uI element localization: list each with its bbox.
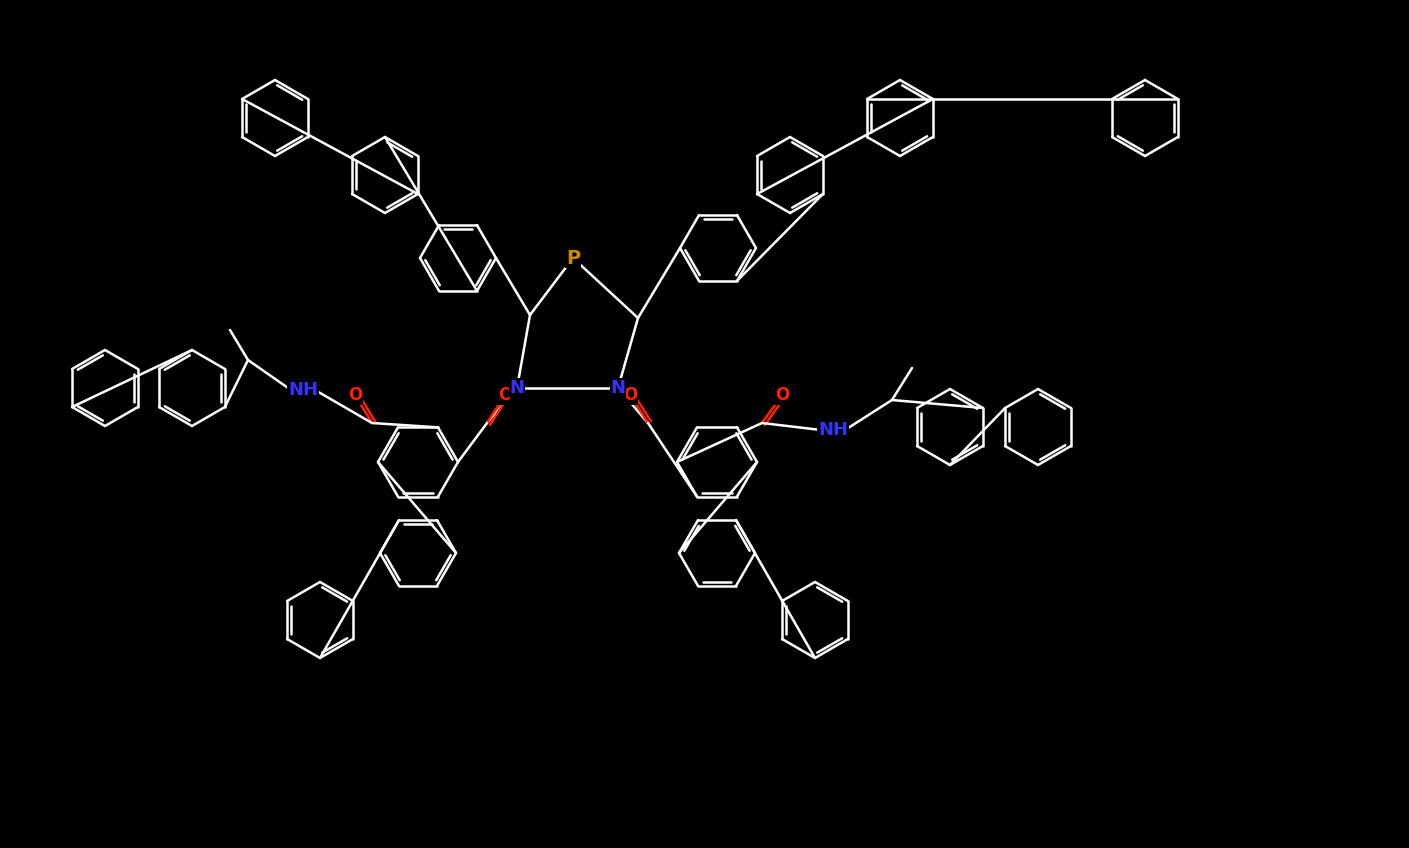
- Text: O: O: [348, 386, 362, 404]
- Text: NH: NH: [819, 421, 848, 439]
- Text: N: N: [510, 379, 524, 397]
- Text: P: P: [566, 248, 581, 267]
- Text: P: P: [566, 248, 581, 267]
- Text: O: O: [775, 386, 789, 404]
- Text: N: N: [610, 379, 626, 397]
- Text: O: O: [623, 386, 637, 404]
- Text: O: O: [497, 386, 511, 404]
- Text: NH: NH: [287, 381, 318, 399]
